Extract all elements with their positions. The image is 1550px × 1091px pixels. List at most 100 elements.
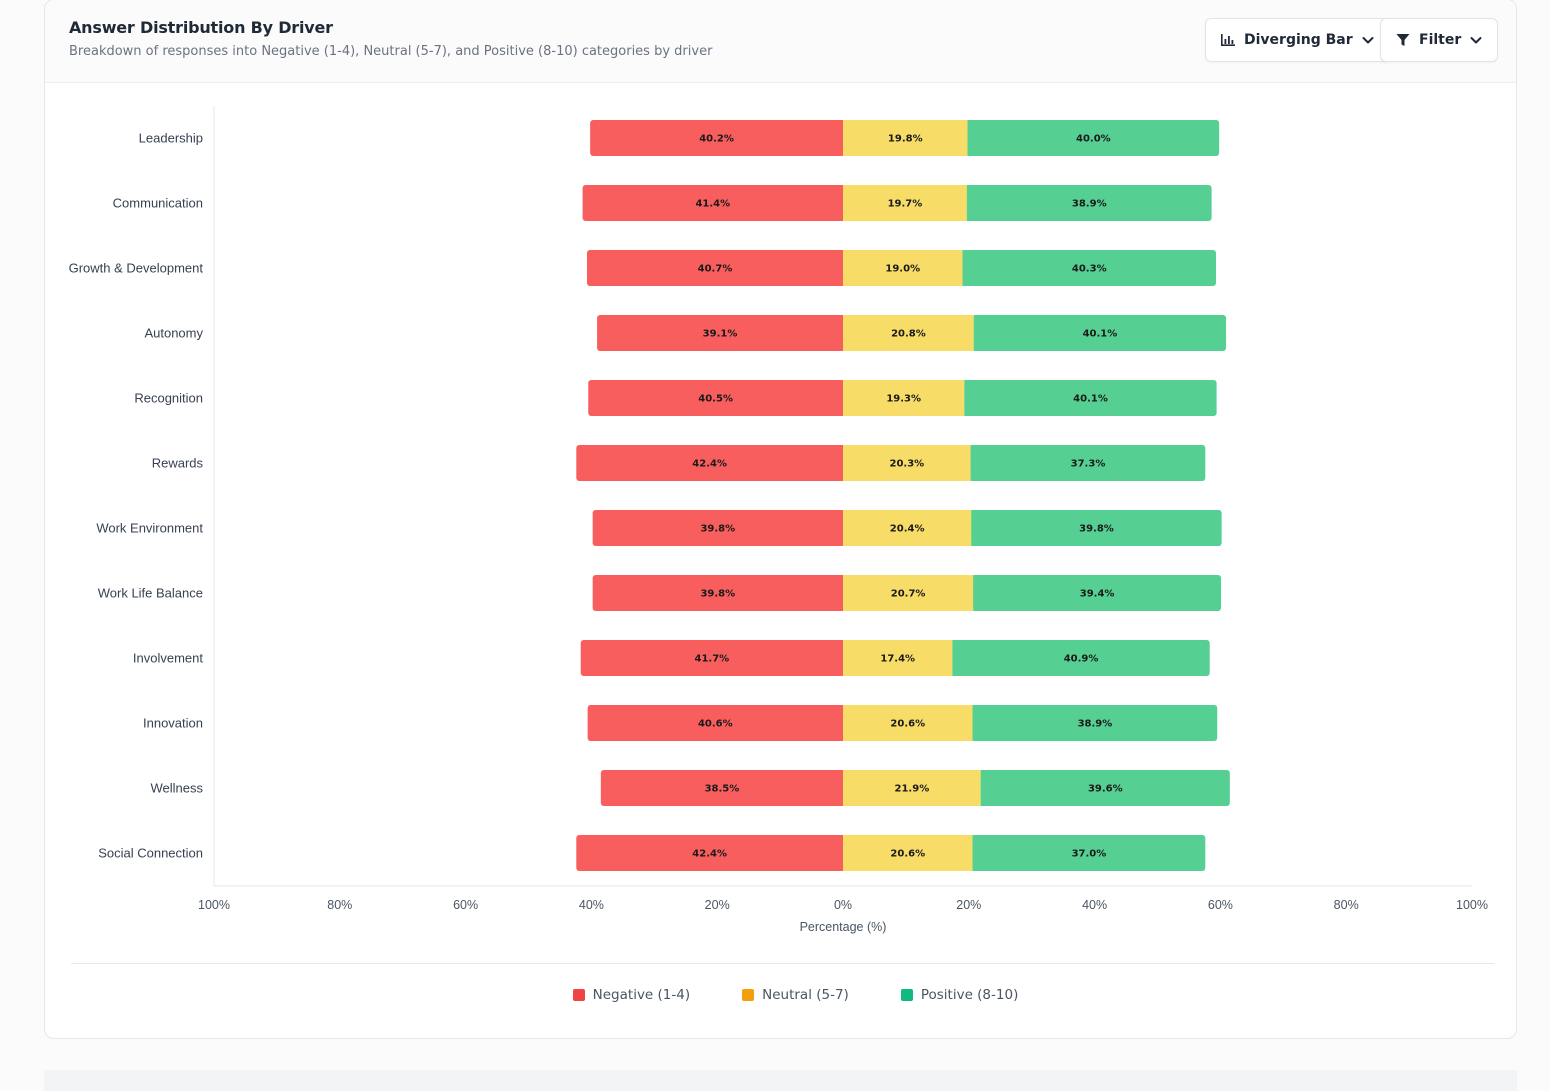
- chart-type-label: Diverging Bar: [1244, 32, 1353, 48]
- bar-segment-negative-edge: [839, 575, 843, 611]
- page-bottom-strip: [44, 1070, 1517, 1091]
- category-label: Leadership: [139, 131, 203, 146]
- category-label: Communication: [113, 196, 203, 211]
- filter-label: Filter: [1419, 32, 1462, 48]
- data-label-negative: 39.8%: [700, 589, 735, 600]
- data-label-negative: 39.1%: [703, 329, 738, 340]
- category-label: Social Connection: [98, 846, 203, 861]
- chart-type-dropdown-button[interactable]: Diverging Bar: [1205, 18, 1390, 62]
- bar-segment-negative-edge: [839, 315, 843, 351]
- bar-segment-neutral: [843, 510, 972, 546]
- chart-legend: Negative (1-4) Neutral (5-7) Positive (8…: [45, 987, 1516, 1003]
- bar-segment-negative-edge: [839, 705, 843, 741]
- legend-label-negative: Negative (1-4): [592, 987, 691, 1003]
- data-label-positive: 39.8%: [1079, 524, 1114, 535]
- category-label: Autonomy: [144, 326, 203, 341]
- bar-segment-negative-edge: [839, 770, 843, 806]
- bar-segment-negative: [588, 380, 843, 416]
- data-label-neutral: 20.8%: [891, 329, 926, 340]
- data-label-positive: 40.9%: [1064, 654, 1099, 665]
- data-label-neutral: 19.8%: [888, 134, 923, 145]
- bar-segment-neutral: [843, 315, 974, 351]
- legend-item-neutral[interactable]: Neutral (5-7): [742, 987, 849, 1003]
- x-tick-label: 40%: [579, 898, 604, 912]
- bar-segment-neutral: [843, 380, 965, 416]
- category-label: Work Life Balance: [98, 586, 203, 601]
- bar-segment-positive: [972, 835, 1206, 871]
- legend-swatch-neutral: [742, 989, 755, 1001]
- category-label: Work Environment: [96, 521, 203, 536]
- data-label-positive: 40.0%: [1076, 134, 1111, 145]
- data-label-neutral: 20.4%: [890, 524, 925, 535]
- data-label-neutral: 19.3%: [886, 394, 921, 405]
- bar-segment-neutral: [843, 770, 981, 806]
- filter-dropdown-button[interactable]: Filter: [1380, 18, 1499, 62]
- bar-segment-negative-edge: [839, 510, 843, 546]
- data-label-negative: 42.4%: [692, 459, 727, 470]
- bar-segment-neutral: [843, 705, 973, 741]
- data-label-neutral: 20.3%: [889, 459, 924, 470]
- category-label: Recognition: [134, 391, 203, 406]
- funnel-icon: [1395, 32, 1411, 48]
- chart-subtitle: Breakdown of responses into Negative (1-…: [69, 44, 713, 59]
- data-label-positive: 37.0%: [1072, 849, 1107, 860]
- bar-segment-negative: [580, 640, 843, 676]
- x-tick-label: 20%: [956, 898, 981, 912]
- data-label-neutral: 17.4%: [880, 654, 915, 665]
- data-label-neutral: 20.6%: [890, 719, 925, 730]
- bar-segment-positive: [980, 770, 1230, 806]
- bar-segment-positive: [973, 315, 1227, 351]
- bar-segment-neutral: [843, 640, 953, 676]
- bar-segment-positive-edge: [966, 185, 971, 221]
- bar-segment-positive-edge: [973, 575, 978, 611]
- data-label-neutral: 19.7%: [888, 199, 923, 210]
- x-tick-label: 80%: [327, 898, 352, 912]
- data-label-positive: 39.4%: [1080, 589, 1115, 600]
- x-tick-label: 20%: [705, 898, 730, 912]
- bar-segment-neutral: [843, 120, 968, 156]
- chevron-down-icon: [1469, 33, 1483, 47]
- bar-segment-negative: [590, 120, 843, 156]
- bar-segment-negative: [592, 575, 843, 611]
- chart-title: Answer Distribution By Driver: [69, 18, 333, 37]
- data-label-negative: 42.4%: [692, 849, 727, 860]
- bar-segment-negative: [576, 835, 843, 871]
- bar-segment-negative: [587, 705, 843, 741]
- bar-segment-positive-edge: [952, 640, 957, 676]
- bar-segment-negative-edge: [839, 380, 843, 416]
- bar-segment-negative: [597, 315, 843, 351]
- x-tick-label: 60%: [453, 898, 478, 912]
- bar-segment-negative-edge: [839, 250, 843, 286]
- legend-item-positive[interactable]: Positive (8-10): [900, 987, 1019, 1003]
- data-label-negative: 40.2%: [699, 134, 734, 145]
- data-label-positive: 38.9%: [1072, 199, 1107, 210]
- chevron-down-icon: [1361, 33, 1375, 47]
- bar-segment-negative-edge: [839, 185, 843, 221]
- bar-segment-positive: [970, 445, 1206, 481]
- data-label-negative: 41.7%: [695, 654, 730, 665]
- legend-label-positive: Positive (8-10): [920, 987, 1019, 1003]
- data-label-positive: 40.1%: [1073, 394, 1108, 405]
- bar-chart-icon: [1220, 33, 1236, 47]
- bar-segment-neutral: [843, 835, 973, 871]
- data-label-neutral: 21.9%: [895, 784, 930, 795]
- bar-segment-negative: [582, 185, 843, 221]
- data-label-positive: 39.6%: [1088, 784, 1123, 795]
- x-axis-title: Percentage (%): [800, 920, 887, 934]
- bar-segment-positive: [964, 380, 1217, 416]
- category-label: Wellness: [150, 781, 203, 796]
- data-label-positive: 37.3%: [1071, 459, 1106, 470]
- bar-segment-negative-edge: [839, 835, 843, 871]
- category-label: Rewards: [152, 456, 204, 471]
- bar-segment-positive: [973, 575, 1222, 611]
- bar-segment-negative: [600, 770, 843, 806]
- bar-segment-neutral: [843, 185, 967, 221]
- category-label: Involvement: [133, 651, 203, 666]
- data-label-positive: 40.3%: [1072, 264, 1107, 275]
- category-label: Growth & Development: [69, 261, 204, 276]
- legend-item-negative[interactable]: Negative (1-4): [572, 987, 691, 1003]
- bar-segment-positive: [971, 510, 1222, 546]
- bar-segment-negative-edge: [839, 445, 843, 481]
- bar-segment-negative: [586, 250, 843, 286]
- data-label-negative: 41.4%: [695, 199, 730, 210]
